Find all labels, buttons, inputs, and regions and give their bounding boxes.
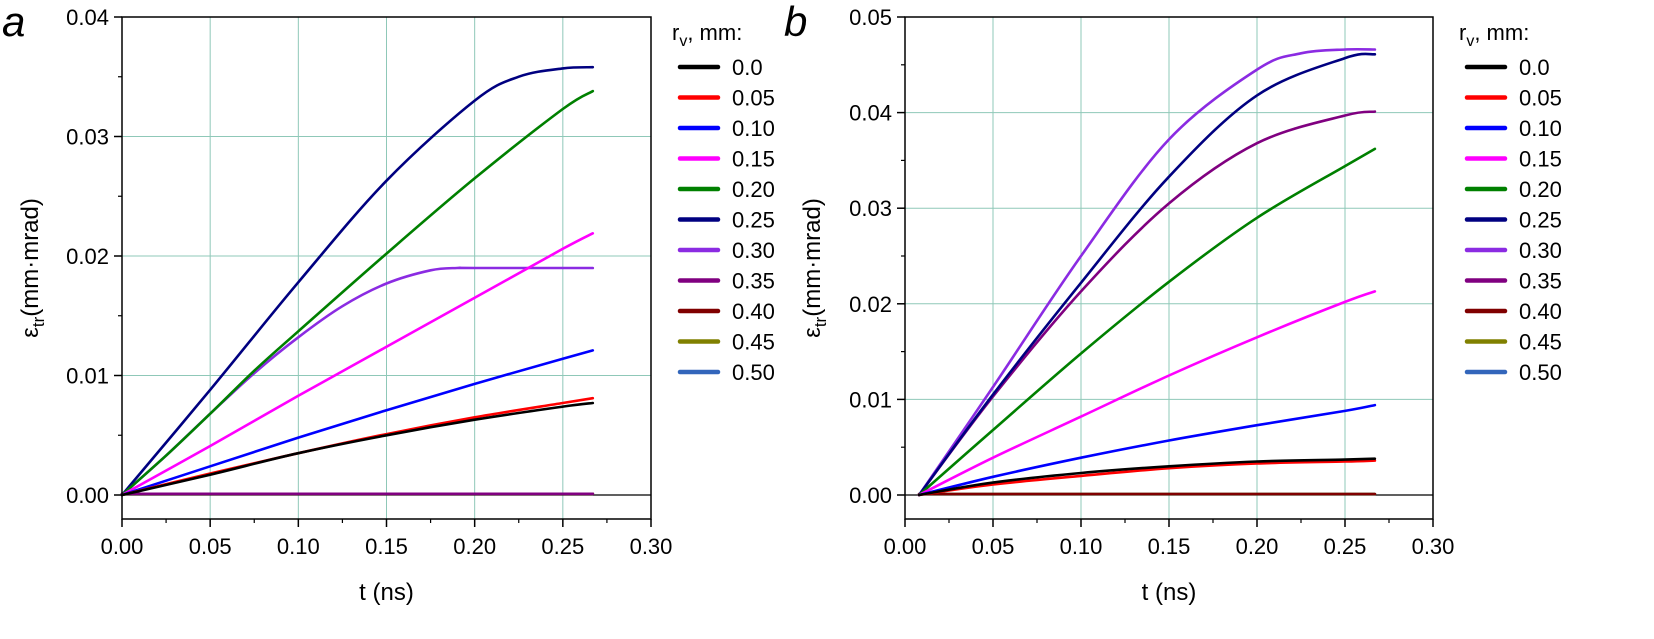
legend-label-0.05: 0.05: [732, 86, 775, 111]
series-line-0.30: [917, 47, 1377, 497]
legend-label-0.40: 0.40: [1519, 299, 1562, 324]
x-tick-label: 0.15: [1148, 534, 1191, 559]
x-tick-label: 0.25: [541, 534, 584, 559]
series-line-0.25: [120, 65, 595, 497]
x-tick-label: 0.20: [1236, 534, 1279, 559]
grid: [905, 17, 1433, 519]
legend-title: rv, mm:: [1459, 20, 1529, 50]
legend-label-0.45: 0.45: [1519, 330, 1562, 355]
x-tick-label: 0.05: [972, 534, 1015, 559]
series-line-0.15: [120, 232, 595, 497]
y-tick-label: 0.00: [66, 483, 109, 508]
x-tick-label: 0.20: [453, 534, 496, 559]
x-tick-label: 0.00: [884, 534, 927, 559]
x-tick-label: 0.30: [630, 534, 673, 559]
series-line-0.0: [917, 457, 1377, 497]
series-group: [917, 47, 1377, 497]
legend-title: rv, mm:: [672, 20, 742, 50]
legend-label-0.25: 0.25: [1519, 208, 1562, 233]
chart-panel-a: 0.00 0.05 0.10 0.15 0.20 0.25 0.30 0.00 0.01 0.02…: [2, 0, 775, 606]
y-axis-title: εtr(mm·mrad): [799, 198, 830, 338]
y-tick-label: 0.03: [849, 196, 892, 221]
legend: rv, mm: 0.0 0.05 0.10 0.15 0.20 0.25 0.30 0.35 0.…: [1459, 20, 1562, 385]
legend-label-0.35: 0.35: [1519, 269, 1562, 294]
legend-label-0.20: 0.20: [732, 177, 775, 202]
y-tick-label: 0.01: [66, 364, 109, 389]
legend-label-0.50: 0.50: [732, 360, 775, 385]
legend-label-0.30: 0.30: [732, 238, 775, 263]
legend-label-0.10: 0.10: [1519, 116, 1562, 141]
legend-label-0.15: 0.15: [732, 147, 775, 172]
chart-panel-b: 0.00 0.05 0.10 0.15 0.20 0.25 0.30 0.00 0.01 0.02…: [784, 0, 1562, 606]
legend-label-0.35: 0.35: [732, 269, 775, 294]
y-tick-label: 0.01: [849, 387, 892, 412]
legend-label-0.50: 0.50: [1519, 360, 1562, 385]
y-tick-label: 0.02: [66, 244, 109, 269]
y-tick-label: 0.03: [66, 125, 109, 150]
series-line-0.25: [917, 52, 1377, 497]
series-line-0.15: [917, 290, 1377, 497]
series-group: [120, 65, 595, 497]
legend-label-0.05: 0.05: [1519, 86, 1562, 111]
legend-label-0.0: 0.0: [732, 55, 763, 80]
legend-label-0.45: 0.45: [732, 330, 775, 355]
y-tick-label: 0.04: [66, 5, 109, 30]
legend-label-0.30: 0.30: [1519, 238, 1562, 263]
x-tick-label: 0.10: [1060, 534, 1103, 559]
panel-letter: a: [2, 0, 25, 45]
y-tick-label: 0.05: [849, 5, 892, 30]
x-axis-title: t (ns): [1142, 579, 1197, 606]
x-tick-label: 0.15: [365, 534, 408, 559]
legend: rv, mm: 0.0 0.05 0.10 0.15 0.20 0.25 0.30 0.35 0.…: [672, 20, 775, 385]
x-tick-label: 0.05: [189, 534, 232, 559]
panel-letter: b: [784, 0, 807, 45]
series-line-0.05: [917, 459, 1377, 497]
legend-label-0.25: 0.25: [732, 208, 775, 233]
legend-label-0.20: 0.20: [1519, 177, 1562, 202]
y-tick-label: 0.00: [849, 483, 892, 508]
x-tick-label: 0.25: [1324, 534, 1367, 559]
series-line-0.20: [120, 89, 595, 497]
series-line-0.10: [917, 403, 1377, 497]
legend-label-0.15: 0.15: [1519, 147, 1562, 172]
legend-label-0.0: 0.0: [1519, 55, 1550, 80]
y-axis-title: εtr(mm·mrad): [17, 198, 48, 338]
legend-label-0.40: 0.40: [732, 299, 775, 324]
x-tick-label: 0.10: [277, 534, 320, 559]
x-axis-title: t (ns): [359, 579, 414, 606]
series-line-0.20: [917, 147, 1377, 497]
y-tick-label: 0.04: [849, 101, 892, 126]
series-line-0.0: [120, 401, 595, 497]
series-line-0.10: [120, 349, 595, 497]
x-tick-label: 0.00: [101, 534, 144, 559]
x-tick-label: 0.30: [1412, 534, 1455, 559]
legend-label-0.10: 0.10: [732, 116, 775, 141]
y-tick-label: 0.02: [849, 292, 892, 317]
